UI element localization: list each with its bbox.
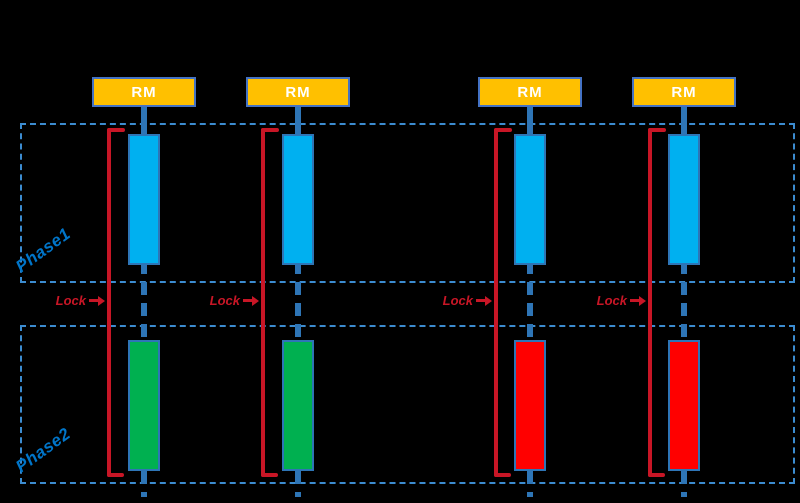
phase1-bar (668, 134, 700, 265)
lock-arrow-icon (630, 295, 646, 306)
lifeline-stem (681, 107, 687, 135)
lifeline-stem (295, 107, 301, 135)
lock-bracket-arm (494, 473, 511, 477)
lifeline-stem (527, 107, 533, 135)
lock-annotation: Lock (443, 293, 492, 308)
phase1-bar (282, 134, 314, 265)
lock-bracket (494, 128, 498, 477)
rm-label: RM (131, 83, 157, 101)
phase2-bar (668, 340, 700, 471)
lock-bracket-arm (648, 128, 666, 132)
rm-box: RM (632, 77, 736, 107)
rm-box: RM (246, 77, 350, 107)
lock-bracket-arm (261, 473, 278, 477)
lock-arrow-icon (476, 295, 492, 306)
lock-bracket (648, 128, 652, 477)
lock-annotation: Lock (210, 293, 259, 308)
lock-bracket-arm (107, 128, 125, 132)
lock-annotation: Lock (56, 293, 105, 308)
lifeline (527, 135, 533, 497)
rm-label: RM (517, 83, 543, 101)
lock-bracket-arm (648, 473, 665, 477)
phase1-region (20, 123, 795, 283)
phase1-bar (514, 134, 546, 265)
lock-arrow-icon (89, 295, 105, 306)
lock-bracket-arm (107, 473, 124, 477)
lock-bracket-arm (261, 128, 279, 132)
lock-bracket-arm (494, 128, 512, 132)
lock-label: Lock (442, 293, 473, 308)
phase2-bar (514, 340, 546, 471)
phase2-bar (282, 340, 314, 471)
lock-label: Lock (55, 293, 86, 308)
lifeline (295, 135, 301, 497)
lock-label: Lock (209, 293, 240, 308)
phase2-bar (128, 340, 160, 471)
rm-box: RM (478, 77, 582, 107)
lock-label: Lock (596, 293, 627, 308)
lock-bracket (107, 128, 111, 477)
lifeline-stem (141, 107, 147, 135)
lock-bracket (261, 128, 265, 477)
phase2-region (20, 325, 795, 484)
rm-box: RM (92, 77, 196, 107)
lock-annotation: Lock (597, 293, 646, 308)
lifeline (141, 135, 147, 497)
lock-arrow-icon (243, 295, 259, 306)
lifeline (681, 135, 687, 497)
phase1-bar (128, 134, 160, 265)
rm-label: RM (285, 83, 311, 101)
rm-label: RM (671, 83, 697, 101)
